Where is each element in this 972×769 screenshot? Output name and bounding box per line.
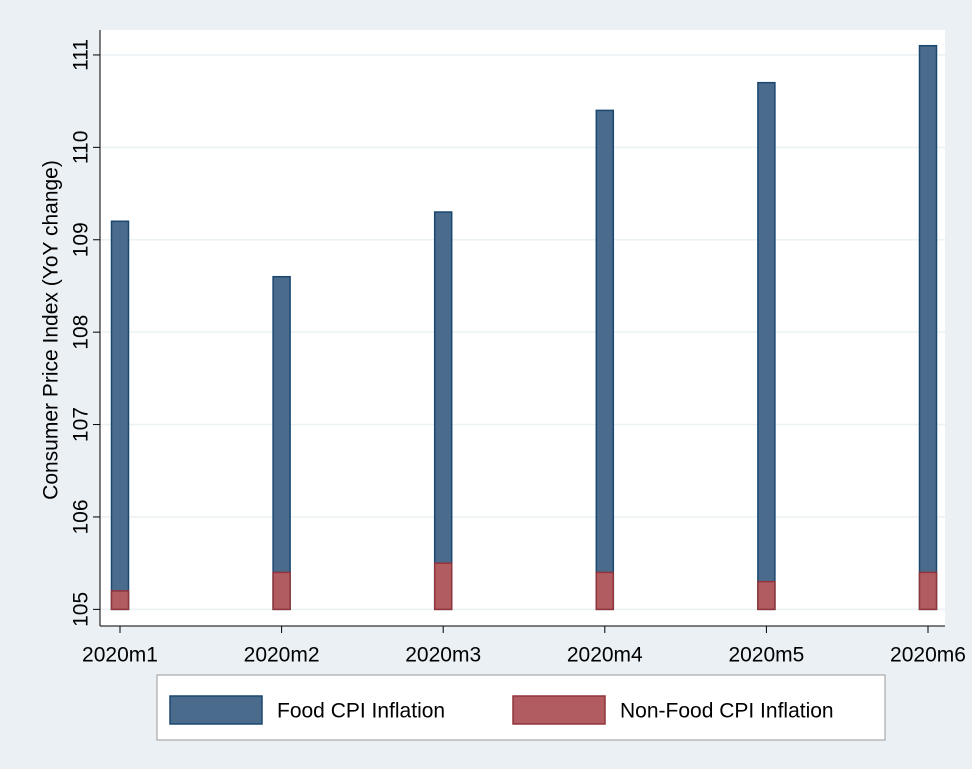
bar [433,211,453,611]
x-tick-label: 2020m5 [728,644,804,667]
x-tick-label: 2020m1 [82,644,158,667]
legend-swatch [169,695,263,725]
bar [757,81,776,611]
plot-area [100,30,945,626]
bar [272,275,291,611]
y-tick-label: 106 [70,499,93,534]
x-tick-label: 2020m6 [890,644,966,667]
y-tick-label: 111 [70,39,93,71]
x-tick-label: 2020m2 [244,644,320,667]
bar [757,580,776,611]
y-tick-label: 110 [70,131,93,164]
bar [110,220,130,611]
bar [595,109,615,611]
bar [272,571,291,611]
bar [918,571,938,611]
bar [110,590,130,611]
y-tick-label: 108 [70,315,93,350]
y-tick-label: 109 [70,222,93,257]
legend-label: Non-Food CPI Inflation [620,700,834,723]
y-tick-label: 107 [70,407,93,442]
bar [433,562,453,611]
x-tick-label: 2020m4 [567,644,643,667]
x-tick-label: 2020m3 [405,644,481,667]
y-tick-label: 105 [70,592,93,627]
y-axis-title: Consumer Price Index (YoY change) [40,160,63,500]
bar [595,571,615,611]
bar [918,44,938,611]
legend-label: Food CPI Inflation [277,700,445,723]
legend-swatch [512,695,606,725]
